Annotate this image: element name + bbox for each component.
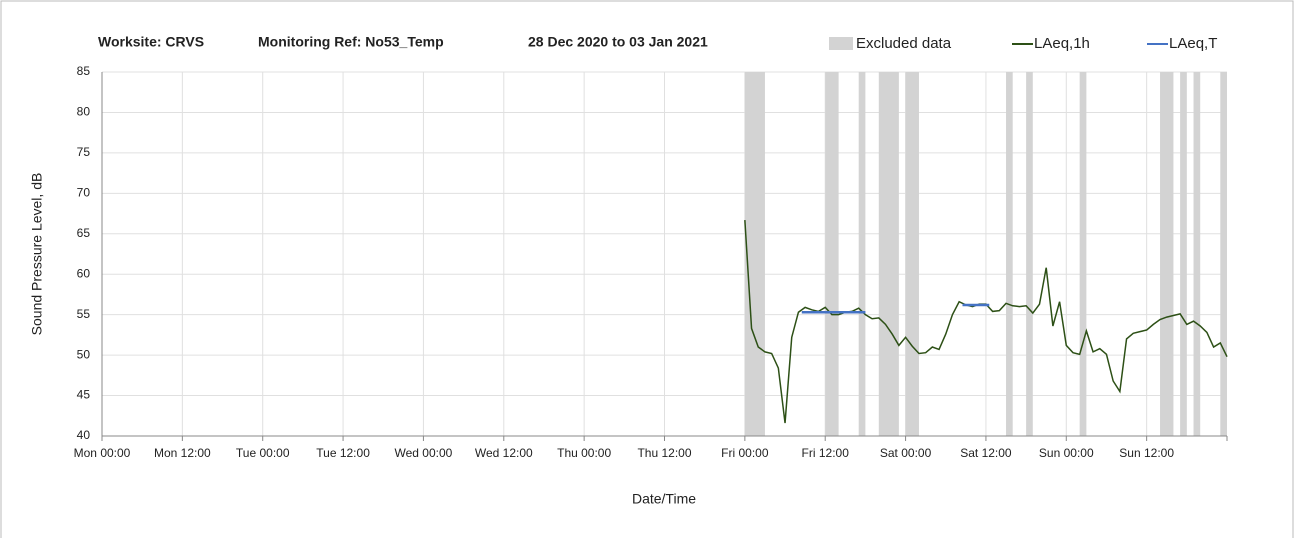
excluded-band <box>1220 72 1227 436</box>
y-axis-label: Sound Pressure Level, dB <box>29 173 45 336</box>
x-tick-label: Fri 12:00 <box>802 446 850 460</box>
y-tick-label: 50 <box>77 347 91 361</box>
legend-label: LAeq,T <box>1169 35 1217 52</box>
x-tick-label: Sun 12:00 <box>1119 446 1174 460</box>
x-axis-label: Date/Time <box>632 491 696 507</box>
excluded-band <box>1006 72 1013 436</box>
x-tick-label: Sun 00:00 <box>1039 446 1094 460</box>
excluded-band <box>1180 72 1187 436</box>
y-tick-label: 80 <box>77 105 91 119</box>
chart-title: Monitoring Ref: No53_Temp <box>258 34 444 50</box>
x-tick-label: Fri 00:00 <box>721 446 769 460</box>
legend-swatch <box>829 37 853 50</box>
x-tick-label: Wed 00:00 <box>395 446 453 460</box>
x-tick-label: Thu 12:00 <box>637 446 691 460</box>
legend-label: LAeq,1h <box>1034 35 1090 52</box>
excluded-band <box>1079 72 1087 436</box>
excluded-band <box>825 72 839 436</box>
x-tick-label: Sat 12:00 <box>960 446 1012 460</box>
x-tick-label: Mon 00:00 <box>74 446 131 460</box>
excluded-band <box>1193 72 1201 436</box>
data-line <box>801 303 990 314</box>
y-tick-label: 75 <box>77 145 91 159</box>
y-tick-label: 55 <box>77 307 91 321</box>
x-tick-label: Thu 00:00 <box>557 446 611 460</box>
chart-title: Worksite: CRVS <box>98 34 204 50</box>
x-tick-label: Wed 12:00 <box>475 446 533 460</box>
legend-label: Excluded data <box>856 35 952 52</box>
excluded-band <box>858 72 866 436</box>
x-tick-label: Mon 12:00 <box>154 446 211 460</box>
excluded-band <box>878 72 899 436</box>
x-tick-label: Tue 12:00 <box>316 446 370 460</box>
y-tick-label: 65 <box>77 226 91 240</box>
x-tick-label: Sat 00:00 <box>880 446 932 460</box>
y-tick-label: 60 <box>77 266 91 280</box>
chart-title: 28 Dec 2020 to 03 Jan 2021 <box>528 34 708 50</box>
excluded-band <box>905 72 919 436</box>
y-tick-label: 85 <box>77 64 91 78</box>
excluded-band <box>744 72 765 436</box>
y-tick-label: 40 <box>77 428 91 442</box>
x-tick-label: Tue 00:00 <box>236 446 290 460</box>
y-tick-label: 70 <box>77 186 91 200</box>
excluded-band <box>1026 72 1033 436</box>
y-tick-label: 45 <box>77 388 91 402</box>
excluded-band <box>1160 72 1174 436</box>
